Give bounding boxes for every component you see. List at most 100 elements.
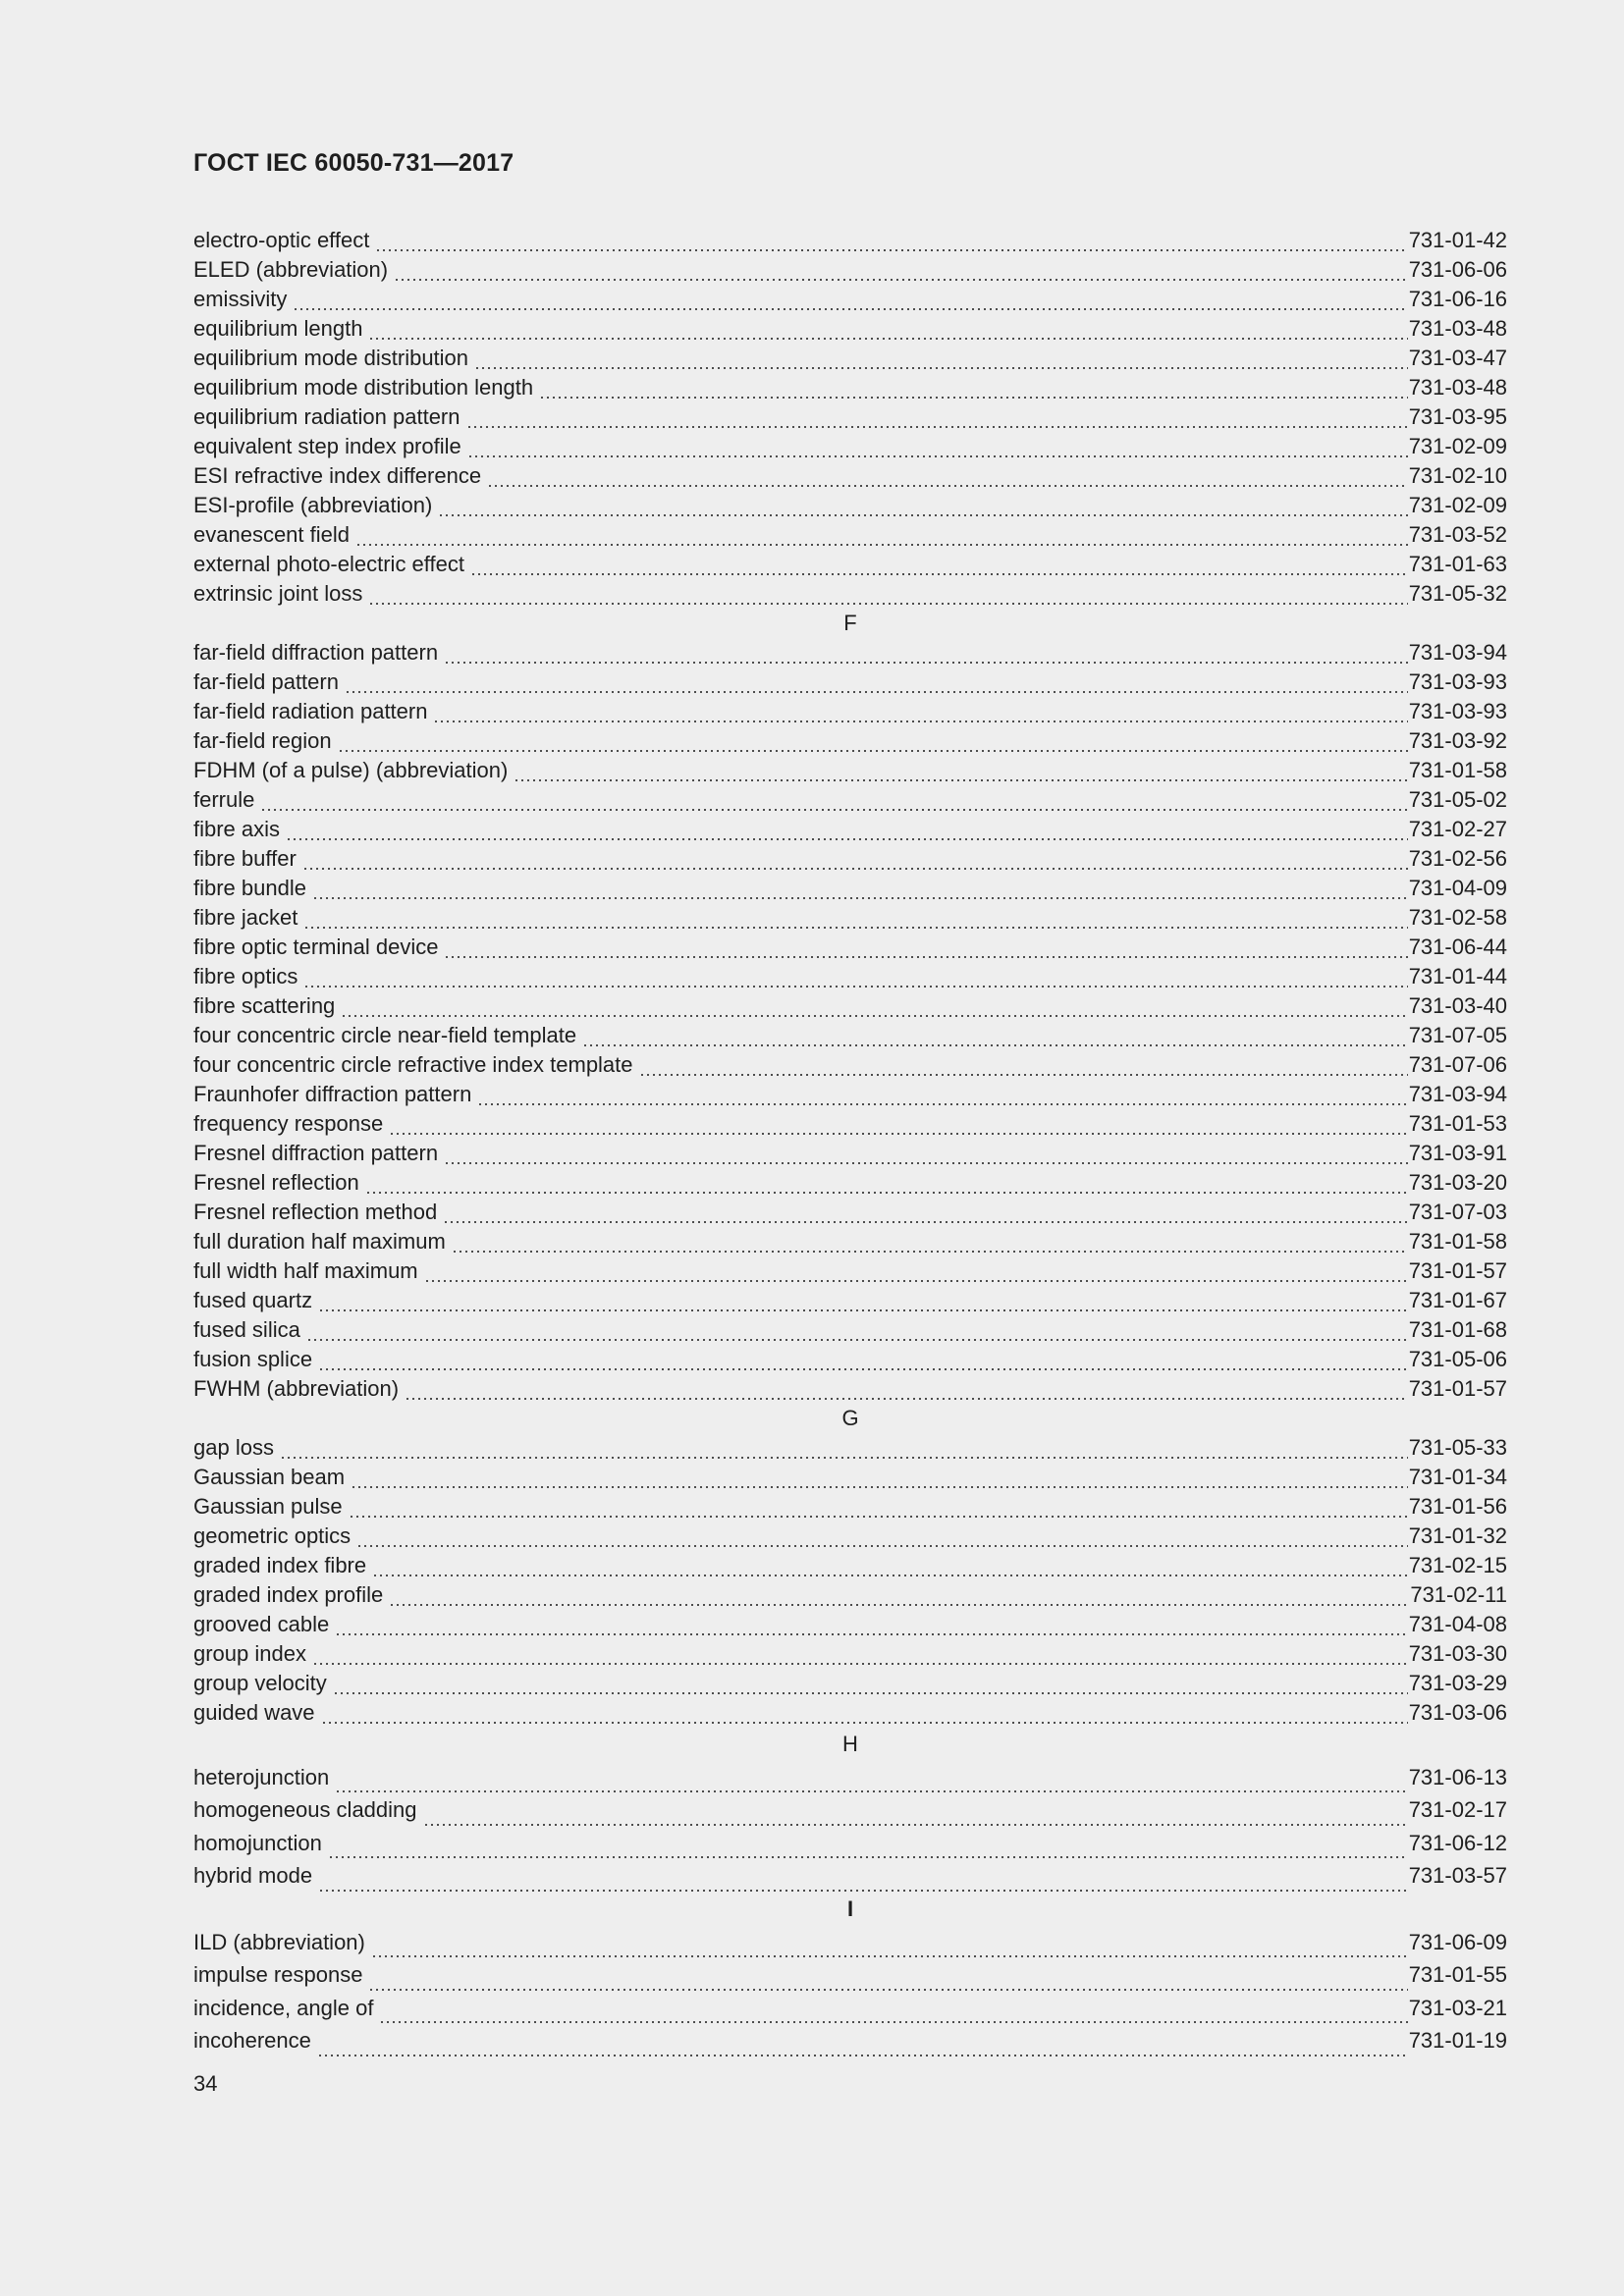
index-entry: fibre buffer 731-02-56 xyxy=(193,844,1507,874)
dot-leader xyxy=(301,844,1408,874)
entry-term: Fraunhofer diffraction pattern xyxy=(193,1082,472,1106)
entry-term: group velocity xyxy=(193,1671,327,1695)
index-entry: guided wave 731-03-06 xyxy=(193,1698,1507,1728)
entry-reference: 731-02-58 xyxy=(1408,905,1507,930)
dot-leader xyxy=(375,226,1408,255)
entry-reference: 731-06-13 xyxy=(1408,1764,1507,1789)
entry-reference: 731-02-09 xyxy=(1408,434,1507,458)
entry-reference: 731-05-02 xyxy=(1408,787,1507,812)
index-entry: hybrid mode 731-03-57 xyxy=(193,1859,1507,1893)
entry-term: far-field diffraction pattern xyxy=(193,640,439,665)
entry-reference: 731-03-29 xyxy=(1408,1671,1507,1695)
entry-term: full width half maximum xyxy=(193,1258,418,1283)
index-entry: graded index profile 731-02-11 xyxy=(193,1580,1507,1610)
dot-leader xyxy=(332,1669,1408,1698)
entry-reference: 731-03-93 xyxy=(1408,669,1507,694)
entry-reference: 731-01-19 xyxy=(1408,2028,1507,2054)
index-entry: fusion splice 731-05-06 xyxy=(193,1345,1507,1374)
entry-reference: 731-01-63 xyxy=(1408,552,1507,576)
entry-reference: 731-03-06 xyxy=(1408,1700,1507,1725)
entry-reference: 731-06-09 xyxy=(1408,1929,1507,1954)
dot-leader xyxy=(337,726,1408,756)
entry-term: ELED (abbreviation) xyxy=(193,257,389,282)
entry-reference: 731-03-92 xyxy=(1408,728,1507,753)
entry-reference: 731-01-58 xyxy=(1408,1229,1507,1254)
entry-term: grooved cable xyxy=(193,1612,330,1636)
index-entry: fibre bundle 731-04-09 xyxy=(193,874,1507,903)
dot-leader xyxy=(370,1929,1408,1959)
entry-reference: 731-03-52 xyxy=(1408,522,1507,547)
dot-leader xyxy=(379,1995,1408,2025)
dot-leader xyxy=(305,1315,1408,1345)
dot-leader xyxy=(335,1610,1408,1639)
dot-leader xyxy=(444,933,1408,962)
dot-leader xyxy=(368,1961,1408,1992)
index-entry: incidence, angle of 731-03-21 xyxy=(193,1992,1507,2025)
document-header: ГОСТ IEC 60050-731—2017 xyxy=(193,149,514,177)
index-entry: full duration half maximum 731-01-58 xyxy=(193,1227,1507,1256)
entry-term: Gaussian beam xyxy=(193,1465,346,1489)
entry-reference: 731-01-42 xyxy=(1408,228,1507,252)
index-entry: homojunction 731-06-12 xyxy=(193,1827,1507,1860)
index-entry: ESI refractive index difference 731-02-10 xyxy=(193,461,1507,491)
entry-reference: 731-01-32 xyxy=(1408,1523,1507,1548)
entry-term: geometric optics xyxy=(193,1523,352,1548)
entry-term: fibre jacket xyxy=(193,905,298,930)
entry-term: ILD (abbreviation) xyxy=(193,1929,365,1954)
entry-reference: 731-03-93 xyxy=(1408,699,1507,723)
entry-reference: 731-01-68 xyxy=(1408,1317,1507,1342)
entry-reference: 731-04-09 xyxy=(1408,876,1507,900)
index-entry: Fresnel diffraction pattern 731-03-91 xyxy=(193,1139,1507,1168)
dot-leader xyxy=(355,520,1408,550)
dot-leader xyxy=(422,1796,1408,1827)
dot-leader xyxy=(465,402,1408,432)
entry-term: equilibrium length xyxy=(193,316,363,341)
entry-term: graded index profile xyxy=(193,1582,384,1607)
dot-leader xyxy=(320,1698,1408,1728)
entry-term: four concentric circle refractive index … xyxy=(193,1052,633,1077)
index-entry: four concentric circle near-field templa… xyxy=(193,1021,1507,1050)
entry-reference: 731-05-06 xyxy=(1408,1347,1507,1371)
index-entry: fibre optics 731-01-44 xyxy=(193,962,1507,991)
index-entry: grooved cable 731-04-08 xyxy=(193,1610,1507,1639)
index-entry: fibre scattering 731-03-40 xyxy=(193,991,1507,1021)
entry-term: heterojunction xyxy=(193,1764,330,1789)
entry-reference: 731-03-30 xyxy=(1408,1641,1507,1666)
index-entry: fibre optic terminal device 731-06-44 xyxy=(193,933,1507,962)
entry-term: equilibrium mode distribution xyxy=(193,346,469,370)
dot-leader xyxy=(451,1227,1408,1256)
index-entry: geometric optics 731-01-32 xyxy=(193,1522,1507,1551)
dot-leader xyxy=(356,1522,1408,1551)
entry-reference: 731-01-57 xyxy=(1408,1376,1507,1401)
dot-leader xyxy=(364,1168,1408,1198)
index-entry: equilibrium mode distribution 731-03-47 xyxy=(193,344,1507,373)
dot-leader xyxy=(514,756,1408,785)
entry-term: Fresnel reflection xyxy=(193,1170,359,1195)
dot-leader xyxy=(582,1021,1408,1050)
entry-term: equilibrium mode distribution length xyxy=(193,375,534,400)
dot-leader xyxy=(303,962,1408,991)
entry-reference: 731-01-34 xyxy=(1408,1465,1507,1489)
index-entry: FWHM (abbreviation) 731-01-57 xyxy=(193,1374,1507,1404)
entry-term: homojunction xyxy=(193,1830,322,1855)
entry-reference: 731-01-53 xyxy=(1408,1111,1507,1136)
entry-reference: 731-03-40 xyxy=(1408,993,1507,1018)
dot-leader xyxy=(405,1374,1408,1404)
entry-reference: 731-03-47 xyxy=(1408,346,1507,370)
entry-reference: 731-02-15 xyxy=(1408,1553,1507,1577)
entry-reference: 731-02-10 xyxy=(1408,463,1507,488)
entry-reference: 731-03-57 xyxy=(1408,1863,1507,1889)
index-entry: emissivity 731-06-16 xyxy=(193,285,1507,314)
page-number: 34 xyxy=(193,2071,218,2096)
entry-term: fibre scattering xyxy=(193,993,336,1018)
entry-reference: 731-02-56 xyxy=(1408,846,1507,871)
entry-reference: 731-03-91 xyxy=(1408,1141,1507,1165)
index-entry: electro-optic effect 731-01-42 xyxy=(193,226,1507,255)
entry-reference: 731-01-67 xyxy=(1408,1288,1507,1312)
dot-leader xyxy=(341,991,1408,1021)
entry-term: incoherence xyxy=(193,2028,311,2054)
dot-leader xyxy=(311,874,1408,903)
dot-leader xyxy=(487,461,1408,491)
dot-leader xyxy=(438,491,1408,520)
dot-leader xyxy=(318,1862,1408,1893)
